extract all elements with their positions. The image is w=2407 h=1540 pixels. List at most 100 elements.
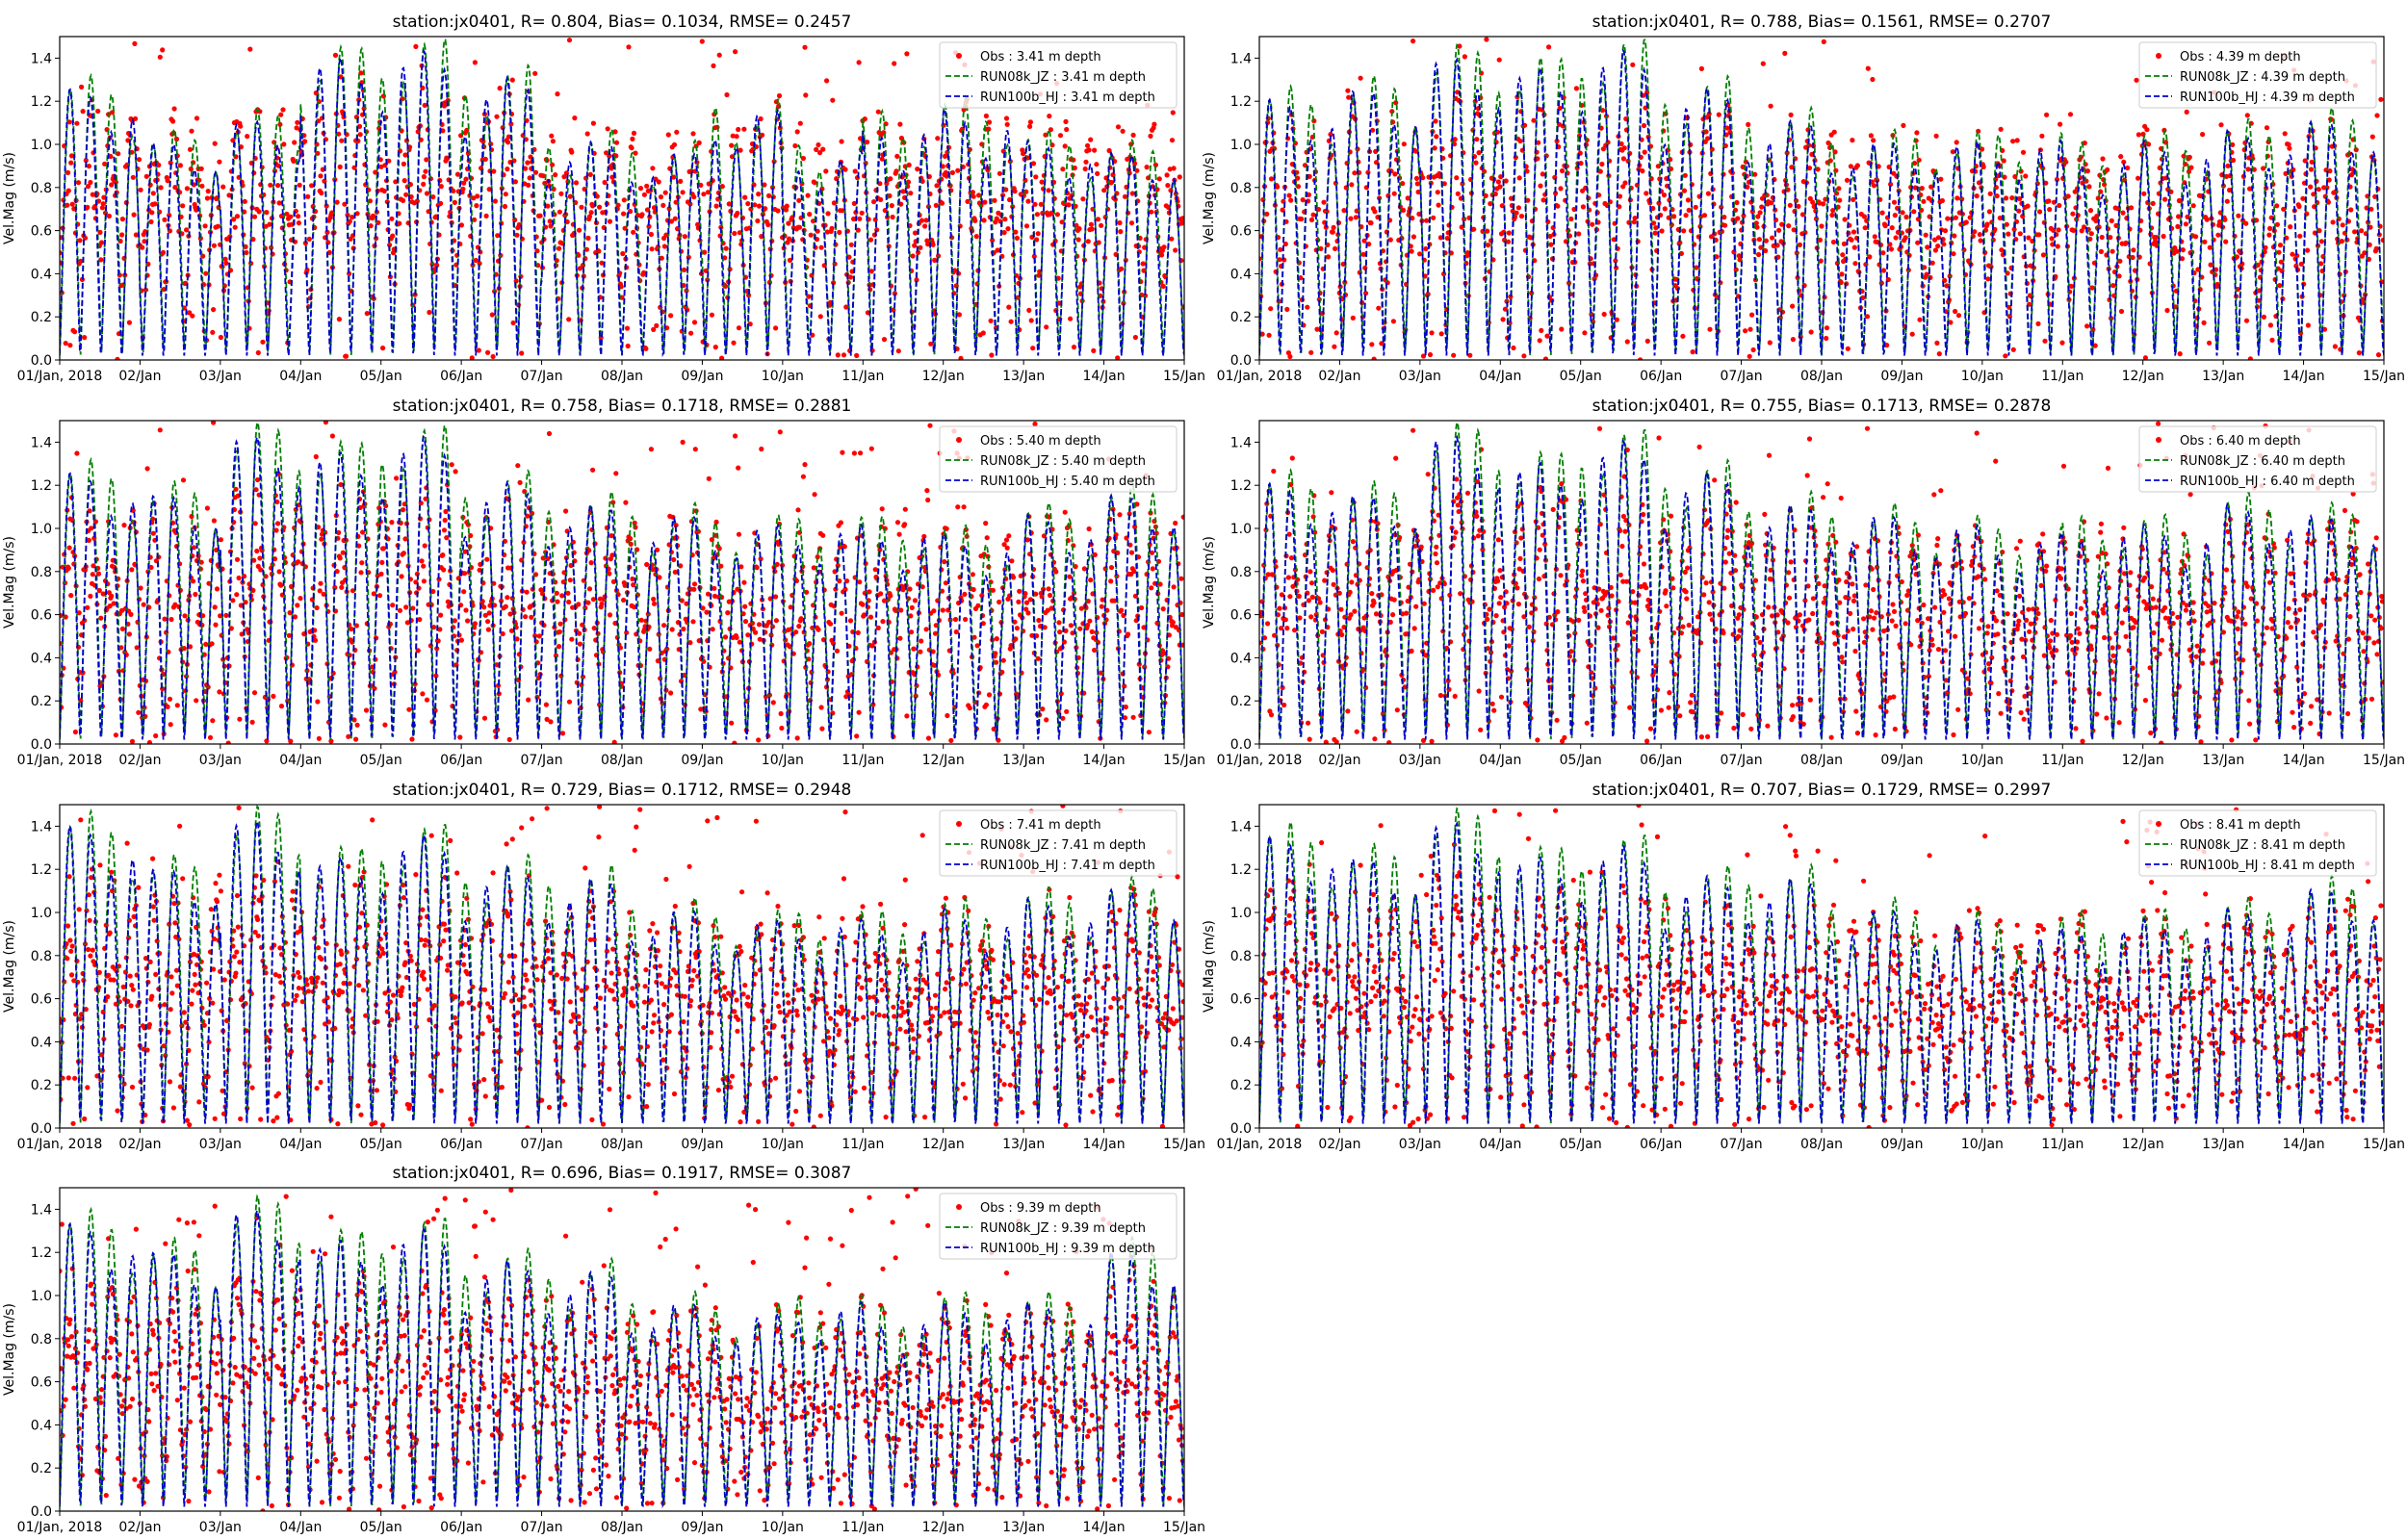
obs-point — [952, 616, 959, 623]
obs-point — [2109, 218, 2114, 223]
obs-point — [1046, 586, 1051, 592]
obs-point — [545, 203, 551, 209]
obs-point — [605, 126, 610, 132]
obs-point — [563, 508, 569, 514]
obs-point — [1170, 620, 1176, 626]
obs-point — [553, 172, 558, 178]
obs-point — [752, 202, 758, 208]
obs-point — [1911, 209, 1917, 215]
obs-point — [1352, 170, 1358, 176]
obs-point — [394, 475, 400, 481]
obs-point — [865, 140, 870, 145]
obs-point — [1640, 168, 1645, 174]
obs-point — [1016, 599, 1022, 605]
obs-point — [1747, 326, 1753, 332]
obs-point — [1987, 191, 1993, 196]
obs-point — [492, 198, 498, 204]
obs-point — [940, 607, 945, 613]
obs-point — [1115, 124, 1122, 130]
obs-point — [214, 586, 220, 592]
obs-point — [318, 173, 324, 179]
obs-point — [996, 599, 1002, 605]
obs-point — [1004, 121, 1010, 127]
obs-point — [187, 310, 193, 316]
obs-point — [1573, 86, 1579, 91]
obs-point — [474, 203, 479, 209]
obs-point — [712, 345, 718, 350]
obs-point — [982, 199, 988, 205]
obs-point — [271, 693, 276, 700]
obs-point — [69, 201, 75, 207]
obs-point — [559, 731, 566, 736]
obs-point — [517, 479, 523, 485]
obs-point — [736, 531, 742, 537]
obs-point — [604, 150, 609, 156]
obs-point — [930, 242, 936, 247]
obs-point — [2123, 240, 2129, 245]
obs-point — [648, 231, 655, 238]
obs-point — [943, 580, 949, 586]
obs-point — [786, 220, 791, 226]
obs-point — [1842, 217, 1848, 222]
obs-point — [825, 211, 831, 217]
obs-point — [701, 192, 707, 197]
obs-point — [99, 240, 105, 245]
obs-point — [737, 230, 742, 236]
obs-point — [2340, 222, 2345, 228]
obs-point — [1651, 220, 1657, 226]
obs-point — [2339, 239, 2344, 244]
obs-point — [671, 174, 677, 180]
obs-point — [1475, 533, 1481, 539]
obs-point — [1119, 266, 1125, 271]
obs-point — [857, 579, 863, 585]
obs-point — [438, 184, 444, 190]
obs-point — [2044, 112, 2050, 117]
obs-point — [1693, 204, 1698, 210]
obs-point — [236, 575, 242, 581]
obs-point — [659, 255, 664, 261]
obs-point — [644, 183, 650, 189]
obs-point — [505, 140, 511, 145]
obs-point — [668, 690, 674, 696]
obs-point — [1056, 620, 1062, 626]
obs-point — [152, 201, 158, 207]
obs-point — [2086, 184, 2092, 190]
obs-point — [1315, 206, 1322, 213]
obs-point — [1865, 65, 1871, 71]
obs-point — [397, 220, 402, 226]
obs-point — [2017, 231, 2023, 237]
obs-point — [198, 166, 204, 171]
obs-point — [1829, 212, 1835, 218]
obs-point — [2150, 200, 2156, 206]
obs-point — [401, 178, 407, 184]
x-tick-label: 11/Jan — [841, 753, 884, 768]
obs-point — [651, 601, 658, 606]
obs-point — [2264, 125, 2270, 131]
obs-point — [2266, 232, 2272, 238]
obs-point — [658, 194, 664, 200]
obs-point — [1903, 214, 1909, 220]
obs-point — [812, 492, 817, 498]
obs-point — [390, 233, 396, 239]
obs-point — [1682, 172, 1688, 178]
obs-point — [1094, 162, 1100, 167]
obs-point — [861, 612, 867, 618]
obs-point — [1123, 704, 1128, 710]
obs-point — [1985, 276, 1991, 282]
obs-point — [597, 204, 603, 210]
obs-point — [1566, 233, 1572, 239]
obs-point — [140, 244, 145, 250]
obs-point — [1521, 353, 1527, 359]
obs-point — [441, 567, 447, 573]
obs-point — [1630, 62, 1636, 67]
obs-point — [1932, 247, 1938, 253]
obs-point — [1179, 216, 1184, 221]
obs-point — [1686, 207, 1692, 213]
obs-point — [854, 733, 860, 739]
obs-point — [1088, 221, 1094, 227]
obs-point — [2055, 244, 2060, 249]
obs-point — [1062, 143, 1068, 149]
obs-point — [802, 462, 808, 468]
obs-point — [1760, 61, 1766, 66]
obs-point — [734, 134, 739, 140]
